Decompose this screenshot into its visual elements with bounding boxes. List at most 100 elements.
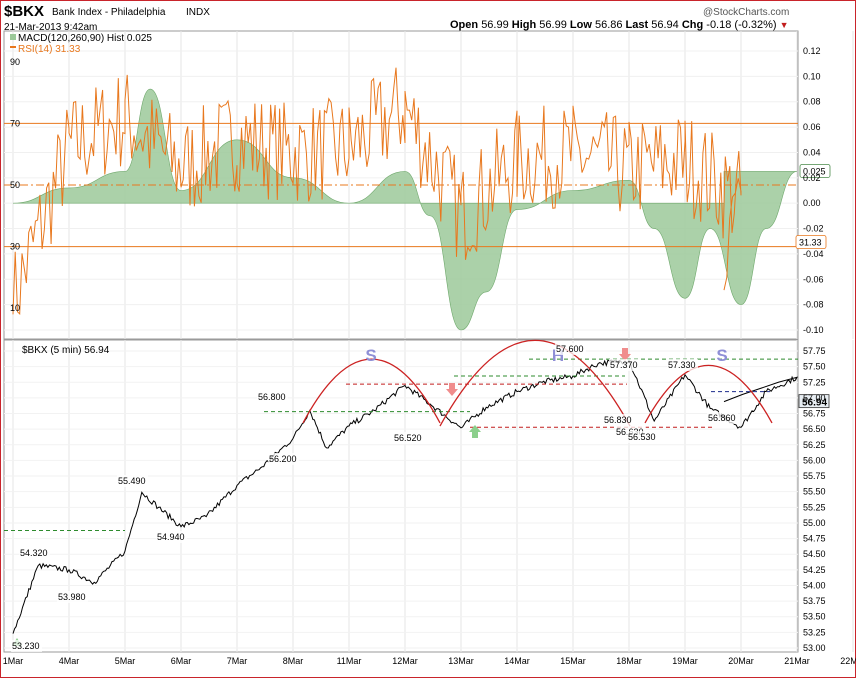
left-shoulder-arc (302, 358, 441, 424)
x-tick-label: 11Mar (337, 656, 362, 666)
last-value: 56.94 (651, 19, 679, 31)
value-label-bg (707, 412, 738, 424)
value-label: 53.230 (12, 641, 40, 651)
price-tick-label: 53.25 (803, 627, 826, 637)
macd-tick-label: 0.10 (803, 71, 821, 81)
price-tick-label: 56.00 (803, 455, 826, 465)
high-value: 56.99 (539, 19, 567, 31)
price-tick-label: 56.25 (803, 440, 826, 450)
x-tick-label: 15Mar (560, 656, 586, 666)
value-label-bg (156, 531, 187, 543)
price-tick-label: 54.50 (803, 549, 826, 559)
rsi-line (12, 67, 742, 316)
value-label: 56.200 (269, 454, 297, 464)
macd-tick-label: -0.02 (803, 224, 824, 234)
macd-tick-label: -0.10 (803, 325, 824, 335)
value-label-bg (11, 640, 42, 652)
right-shoulder-arc (644, 364, 773, 424)
value-label: 56.800 (258, 392, 286, 402)
macd-tick-label: -0.04 (803, 249, 824, 259)
x-tick-label: 20Mar (728, 656, 754, 666)
rsi-tick-label: 10 (10, 303, 20, 313)
pattern-label: S (716, 346, 727, 365)
rsi-tick-label: 70 (10, 118, 20, 128)
value-label-bg (667, 359, 698, 371)
rsi-legend-swatch (10, 46, 16, 48)
datetime: 21-Mar-2013 9:42am (4, 22, 98, 33)
x-tick-label: 1Mar (3, 656, 24, 666)
last-price-label: 56.94 (802, 398, 827, 409)
value-label-bg (19, 547, 50, 559)
x-tick-label: 7Mar (227, 656, 248, 666)
price-tick-label: 53.50 (803, 612, 826, 622)
value-label: 57.330 (668, 360, 696, 370)
down-triangle-icon: ▼ (779, 20, 789, 30)
price-legend: $BKX (5 min) 56.94 (22, 345, 110, 356)
value-label: 57.370 (610, 360, 638, 370)
value-label-bg (57, 591, 88, 603)
down-arrow-icon (446, 383, 458, 396)
symbol: $BKX (4, 3, 45, 20)
macd-value-tag-box (799, 164, 831, 178)
price-tick-label: 55.75 (803, 471, 826, 481)
price-tick-label: 56.50 (803, 424, 826, 434)
head-arc (439, 339, 631, 427)
rsi-value-tag: 31.33 (799, 238, 822, 248)
price-line (12, 359, 799, 634)
low-value: 56.86 (594, 19, 623, 31)
macd-value-tag: 0.025 (803, 166, 826, 176)
price-tick-label: 57.50 (803, 362, 826, 372)
price-tick-label: 57.00 (803, 393, 826, 403)
last-price-box (798, 394, 830, 409)
value-label: 56.860 (708, 413, 736, 423)
value-label-bg (257, 391, 288, 403)
value-label: 54.320 (20, 548, 48, 558)
rsi-value-tag-box (795, 235, 827, 249)
x-tick-label: 12Mar (392, 656, 418, 666)
x-tick-label: 13Mar (448, 656, 474, 666)
value-label: 54.940 (157, 532, 185, 542)
value-label: 57.600 (556, 344, 584, 354)
rsi-legend: RSI(14) 31.33 (18, 44, 81, 55)
macd-tick-label: -0.06 (803, 274, 824, 284)
exchange: INDX (186, 7, 210, 18)
down-arrow-icon (619, 348, 631, 361)
value-label: 56.520 (394, 433, 422, 443)
price-tick-label: 57.75 (803, 346, 826, 356)
value-label-bg (393, 432, 424, 444)
high-label: High (511, 19, 537, 31)
last-label: Last (625, 19, 649, 31)
rsi-tick-label: 30 (10, 242, 20, 252)
x-tick-label: 4Mar (59, 656, 80, 666)
value-label-bg (117, 475, 148, 487)
price-tick-label: 55.00 (803, 518, 826, 528)
x-tick-label: 18Mar (616, 656, 642, 666)
macd-legend: MACD(120,260,90) Hist 0.025 (18, 33, 152, 44)
open-value: 56.99 (481, 19, 509, 31)
value-label: 55.490 (118, 476, 146, 486)
value-label: 56.830 (604, 415, 632, 425)
x-tick-label: 8Mar (283, 656, 304, 666)
low-label: Low (569, 19, 592, 31)
open-label: Open (450, 19, 479, 31)
price-tick-label: 53.00 (803, 643, 826, 653)
value-label-bg (268, 453, 299, 465)
price-tick-label: 54.00 (803, 580, 826, 590)
x-tick-label: 14Mar (504, 656, 530, 666)
value-label-bg (603, 414, 634, 426)
price-tick-label: 56.75 (803, 409, 826, 419)
price-tick-label: 55.25 (803, 502, 826, 512)
stockcharts-logo: @StockCharts.com (703, 7, 790, 18)
macd-legend-swatch (10, 34, 16, 40)
x-tick-label: 19Mar (672, 656, 698, 666)
chg-label: Chg (681, 19, 704, 31)
macd-tick-label: -0.08 (803, 300, 824, 310)
x-tick-label: 21Mar (784, 656, 810, 666)
macd-tick-label: 0.02 (803, 173, 821, 183)
price-tick-label: 54.75 (803, 534, 826, 544)
value-label: 53.980 (58, 592, 86, 602)
rsi-tick-label: 50 (10, 180, 20, 190)
x-tick-label: 5Mar (115, 656, 136, 666)
macd-histogram-area (12, 88, 798, 331)
